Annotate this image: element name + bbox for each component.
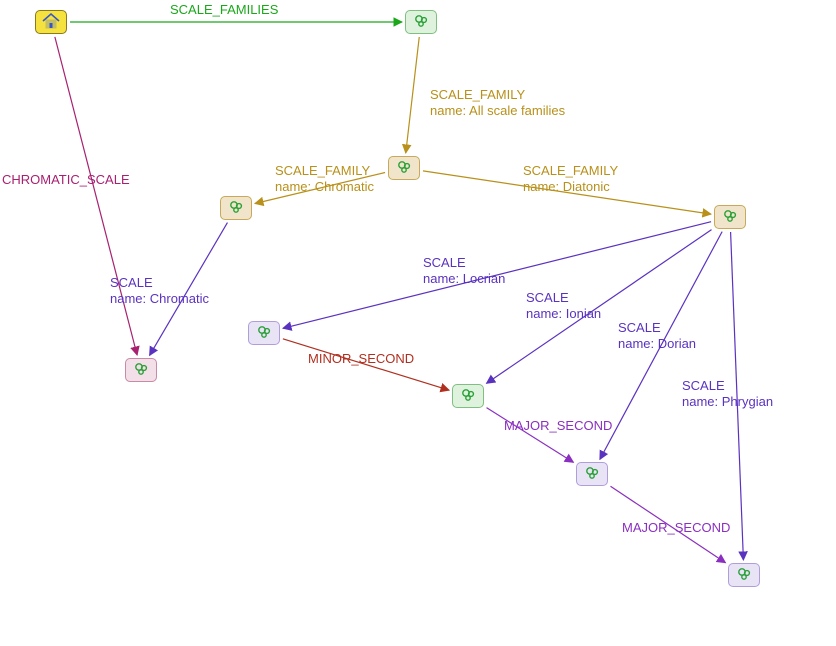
molecule-icon [133, 361, 149, 380]
node-root[interactable] [405, 10, 437, 34]
node-chromfam[interactable] [220, 196, 252, 220]
edge-label: SCALE name: Phrygian [682, 378, 773, 409]
edge-label: SCALE_FAMILIES [170, 2, 278, 18]
home-icon [42, 13, 60, 32]
node-dorian[interactable] [576, 462, 608, 486]
edge-label: SCALE name: Dorian [618, 320, 696, 351]
node-chromscale[interactable] [125, 358, 157, 382]
edge-root-allfam [406, 37, 420, 153]
edge-label: SCALE_FAMILY name: Diatonic [523, 163, 618, 194]
edge-ionian-dorian [487, 408, 574, 463]
edge-label: MAJOR_SECOND [622, 520, 730, 536]
edge-label: SCALE name: Locrian [423, 255, 505, 286]
molecule-icon [256, 324, 272, 343]
graph-edges-layer [0, 0, 836, 646]
molecule-icon [722, 208, 738, 227]
node-ionian[interactable] [452, 384, 484, 408]
edge-home-chromscale [55, 37, 137, 355]
node-diatfam[interactable] [714, 205, 746, 229]
edge-label: SCALE_FAMILY name: All scale families [430, 87, 565, 118]
edge-label: MAJOR_SECOND [504, 418, 612, 434]
node-home[interactable] [35, 10, 67, 34]
molecule-icon [228, 199, 244, 218]
node-locrian[interactable] [248, 321, 280, 345]
molecule-icon [584, 465, 600, 484]
node-allfam[interactable] [388, 156, 420, 180]
edge-label: SCALE_FAMILY name: Chromatic [275, 163, 374, 194]
node-phrygian[interactable] [728, 563, 760, 587]
molecule-icon [396, 159, 412, 178]
molecule-icon [460, 387, 476, 406]
edge-label: SCALE name: Ionian [526, 290, 601, 321]
molecule-icon [736, 566, 752, 585]
edge-label: SCALE name: Chromatic [110, 275, 209, 306]
edge-label: CHROMATIC_SCALE [2, 172, 130, 188]
edge-label: MINOR_SECOND [308, 351, 414, 367]
molecule-icon [413, 13, 429, 32]
